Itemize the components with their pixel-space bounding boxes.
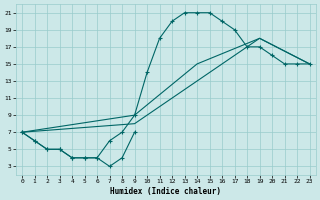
X-axis label: Humidex (Indice chaleur): Humidex (Indice chaleur)	[110, 187, 221, 196]
